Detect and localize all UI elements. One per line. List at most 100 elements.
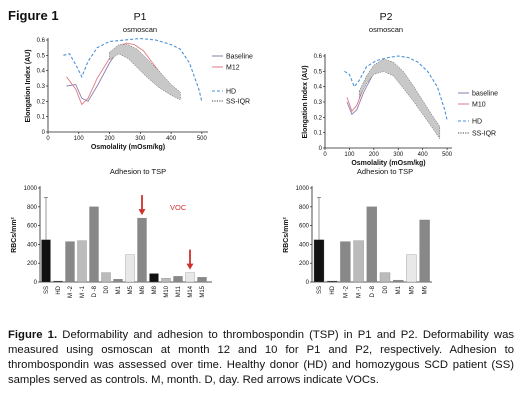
x-tick-label: M5 xyxy=(409,285,415,294)
adhesion-chart-p1: Adhesion to TSP 0 200 400 600 800 1000 RBCs/mm²… xyxy=(11,167,212,298)
x-tick-label: M -2 xyxy=(343,285,349,298)
x-tick-label: M5 xyxy=(128,285,134,294)
x-tick-label: M1 xyxy=(396,285,402,294)
x-tick-label: 100 xyxy=(344,152,355,158)
bar xyxy=(393,279,404,283)
caption-text: Deformability and adhesion to thrombospo… xyxy=(8,329,515,386)
x-tick-label: 300 xyxy=(393,152,404,158)
x-tick-label: D -8 xyxy=(92,285,98,297)
x-tick-label: M6 xyxy=(423,285,429,294)
x-tick-label: D0 xyxy=(383,285,389,293)
y-tick-label: 800 xyxy=(299,205,310,211)
x-axis-label: Osmolality (mOsm/kg) xyxy=(91,144,165,151)
caption-label: Figure 1. xyxy=(8,329,58,341)
y-tick-label: 200 xyxy=(27,261,38,267)
x-tick-label: SS xyxy=(317,286,323,294)
y-tick-label: 1000 xyxy=(24,186,38,192)
x-tick-label: M -1 xyxy=(357,285,363,298)
x-tick-label: 500 xyxy=(442,152,453,158)
bar xyxy=(313,239,325,283)
bar xyxy=(149,273,159,283)
bar xyxy=(379,272,391,283)
y-tick-label: 0.5 xyxy=(314,69,323,75)
y-tick-label: 0 xyxy=(319,146,323,152)
figure-caption: Figure 1. Deformability and adhesion to … xyxy=(8,328,514,388)
y-axis-label: RBCs/mm² xyxy=(11,216,18,252)
y-tick-label: 600 xyxy=(299,224,310,230)
y-axis-label: Elongation Index (AU) xyxy=(25,49,32,122)
bar xyxy=(125,254,135,283)
bar xyxy=(101,272,111,283)
bar xyxy=(340,241,351,283)
x-tick-label: 300 xyxy=(135,136,146,142)
bar xyxy=(366,206,377,283)
y-tick-label: 0.3 xyxy=(37,84,46,90)
x-tick-label: M8 xyxy=(152,285,158,294)
x-tick-label: 400 xyxy=(166,136,177,142)
y-tick-label: 400 xyxy=(27,242,38,248)
bar xyxy=(327,280,338,283)
x-tick-label: 200 xyxy=(105,136,116,142)
y-tick-label: 0.1 xyxy=(314,131,323,137)
legend-label: baseline xyxy=(472,91,498,98)
osmoscan-chart-p1: P1 osmoscan 0 0.1 0.2 0.3 0.4 0.5 0.6 0 100 200 300 4… xyxy=(25,11,253,151)
x-tick-label: HD xyxy=(330,285,336,294)
x-tick-label: HD xyxy=(56,285,62,294)
y-tick-label: 400 xyxy=(299,242,310,248)
x-tick-label: M15 xyxy=(200,285,206,297)
y-tick-label: 0 xyxy=(34,280,38,286)
chart-title: Adhesion to TSP xyxy=(357,167,413,176)
series-line-hd xyxy=(344,55,448,121)
bar xyxy=(53,280,63,283)
bar xyxy=(161,278,171,283)
y-tick-label: 0.5 xyxy=(37,53,46,59)
x-tick-label: 0 xyxy=(323,152,327,158)
y-tick-label: 0.2 xyxy=(37,99,46,105)
bar xyxy=(89,206,99,283)
bar xyxy=(65,241,75,283)
adhesion-chart-p2: Adhesion to TSP 0 200 400 600 800 1000 RBCs/mm²… xyxy=(283,167,432,298)
series-band-ss-iqr xyxy=(109,44,181,101)
x-tick-label: M14 xyxy=(188,285,194,297)
legend-label: M12 xyxy=(226,65,240,72)
bar xyxy=(113,279,123,283)
y-tick-label: 0 xyxy=(306,280,310,286)
x-tick-label: M11 xyxy=(176,285,182,297)
chart-subtitle: osmoscan xyxy=(123,25,157,34)
x-tick-label: 0 xyxy=(46,136,50,142)
x-tick-label: M10 xyxy=(164,285,170,297)
legend-label: M10 xyxy=(472,102,486,109)
y-tick-label: 0 xyxy=(42,130,46,136)
legend-label: SS-IQR xyxy=(226,99,250,106)
legend-label: HD xyxy=(472,119,482,126)
y-tick-label: 0.6 xyxy=(37,38,46,44)
osmoscan-chart-p2: P2 osmoscan 0 0.1 0.2 0.3 0.4 0.5 0.6 0 100 200 300 4… xyxy=(302,11,498,167)
x-tick-label: D -8 xyxy=(370,285,376,297)
legend-label: HD xyxy=(226,89,236,96)
y-tick-label: 0.3 xyxy=(314,100,323,106)
voc-arrow-head xyxy=(138,209,146,216)
bar xyxy=(185,272,195,283)
chart-subtitle: osmoscan xyxy=(369,25,403,34)
y-tick-label: 600 xyxy=(27,224,38,230)
voc-annotation: VOC xyxy=(170,203,187,212)
chart-title: Adhesion to TSP xyxy=(110,167,166,176)
x-axis-label: Osmolality (mOsm/kg) xyxy=(351,160,425,167)
x-tick-label: M -1 xyxy=(80,285,86,298)
legend-label: SS-IQR xyxy=(472,131,496,138)
panel-title: P1 xyxy=(134,11,147,23)
bar xyxy=(419,219,430,283)
y-tick-label: 0.2 xyxy=(314,115,323,121)
legend-label: Baseline xyxy=(226,54,253,61)
figure-label: Figure 1 xyxy=(8,8,59,23)
x-tick-label: 100 xyxy=(74,136,85,142)
x-tick-label: D0 xyxy=(104,285,110,293)
bar xyxy=(41,239,51,283)
y-tick-label: 0.6 xyxy=(314,54,323,60)
y-axis-label: RBCs/mm² xyxy=(283,216,290,252)
bar xyxy=(173,276,183,283)
y-tick-label: 200 xyxy=(299,261,310,267)
x-tick-label: 400 xyxy=(418,152,429,158)
x-tick-label: 200 xyxy=(369,152,380,158)
